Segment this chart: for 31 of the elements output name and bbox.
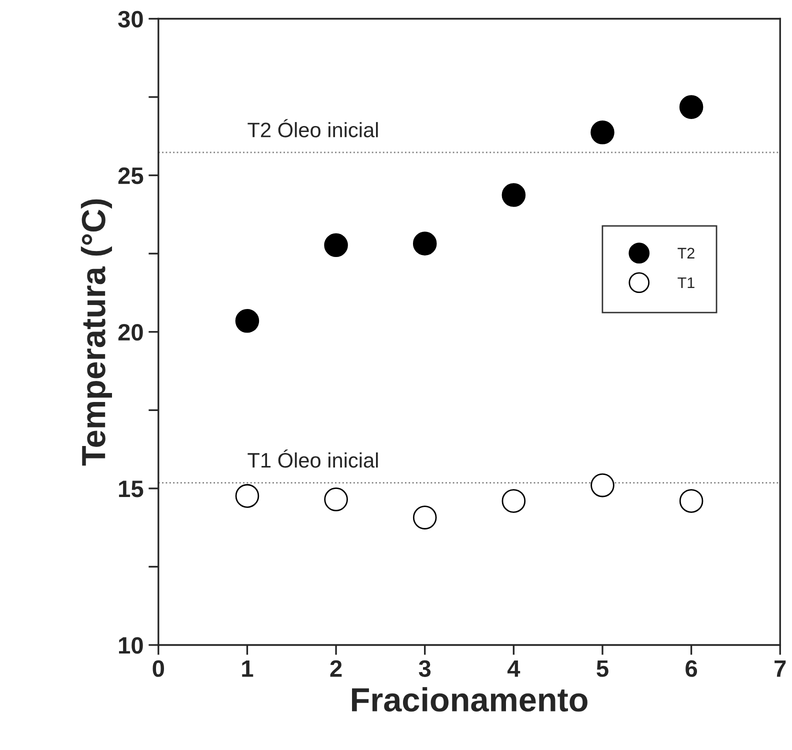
ref-line-label: T1 Óleo inicial [248,449,378,468]
y-tick-label: 10 [119,637,143,654]
point [590,473,614,498]
x-tick-label: 0 [152,660,164,677]
point [502,183,526,207]
x-tick-label: 2 [330,660,342,677]
x-tick-label: 6 [686,660,698,677]
x-tick-label: 4 [507,660,520,677]
point [590,120,614,144]
y-tick-label: 30 [118,10,143,28]
y-axis-title: Temperatura (°C) [80,199,112,466]
y-tick-label: 15 [119,480,144,498]
legend-label: T2 [678,248,694,258]
x-axis-title: Fracionamento [352,687,588,712]
point [412,232,437,256]
y-tick-label: 20 [118,324,143,341]
x-tick-label: 1 [242,660,254,677]
y-tick-label: 25 [118,167,144,184]
point [235,484,260,508]
point [324,488,348,512]
x-tick-label: 7 [774,660,786,677]
x-tick-label: 3 [418,660,431,677]
point [412,506,437,530]
ref-line-label: T2 Óleo inicial [248,119,378,138]
point [324,233,348,258]
point [235,309,260,333]
x-tick-label: 5 [596,660,608,677]
legend-label: T1 [678,277,694,288]
point [502,489,526,513]
point [679,489,704,513]
point [679,95,704,119]
